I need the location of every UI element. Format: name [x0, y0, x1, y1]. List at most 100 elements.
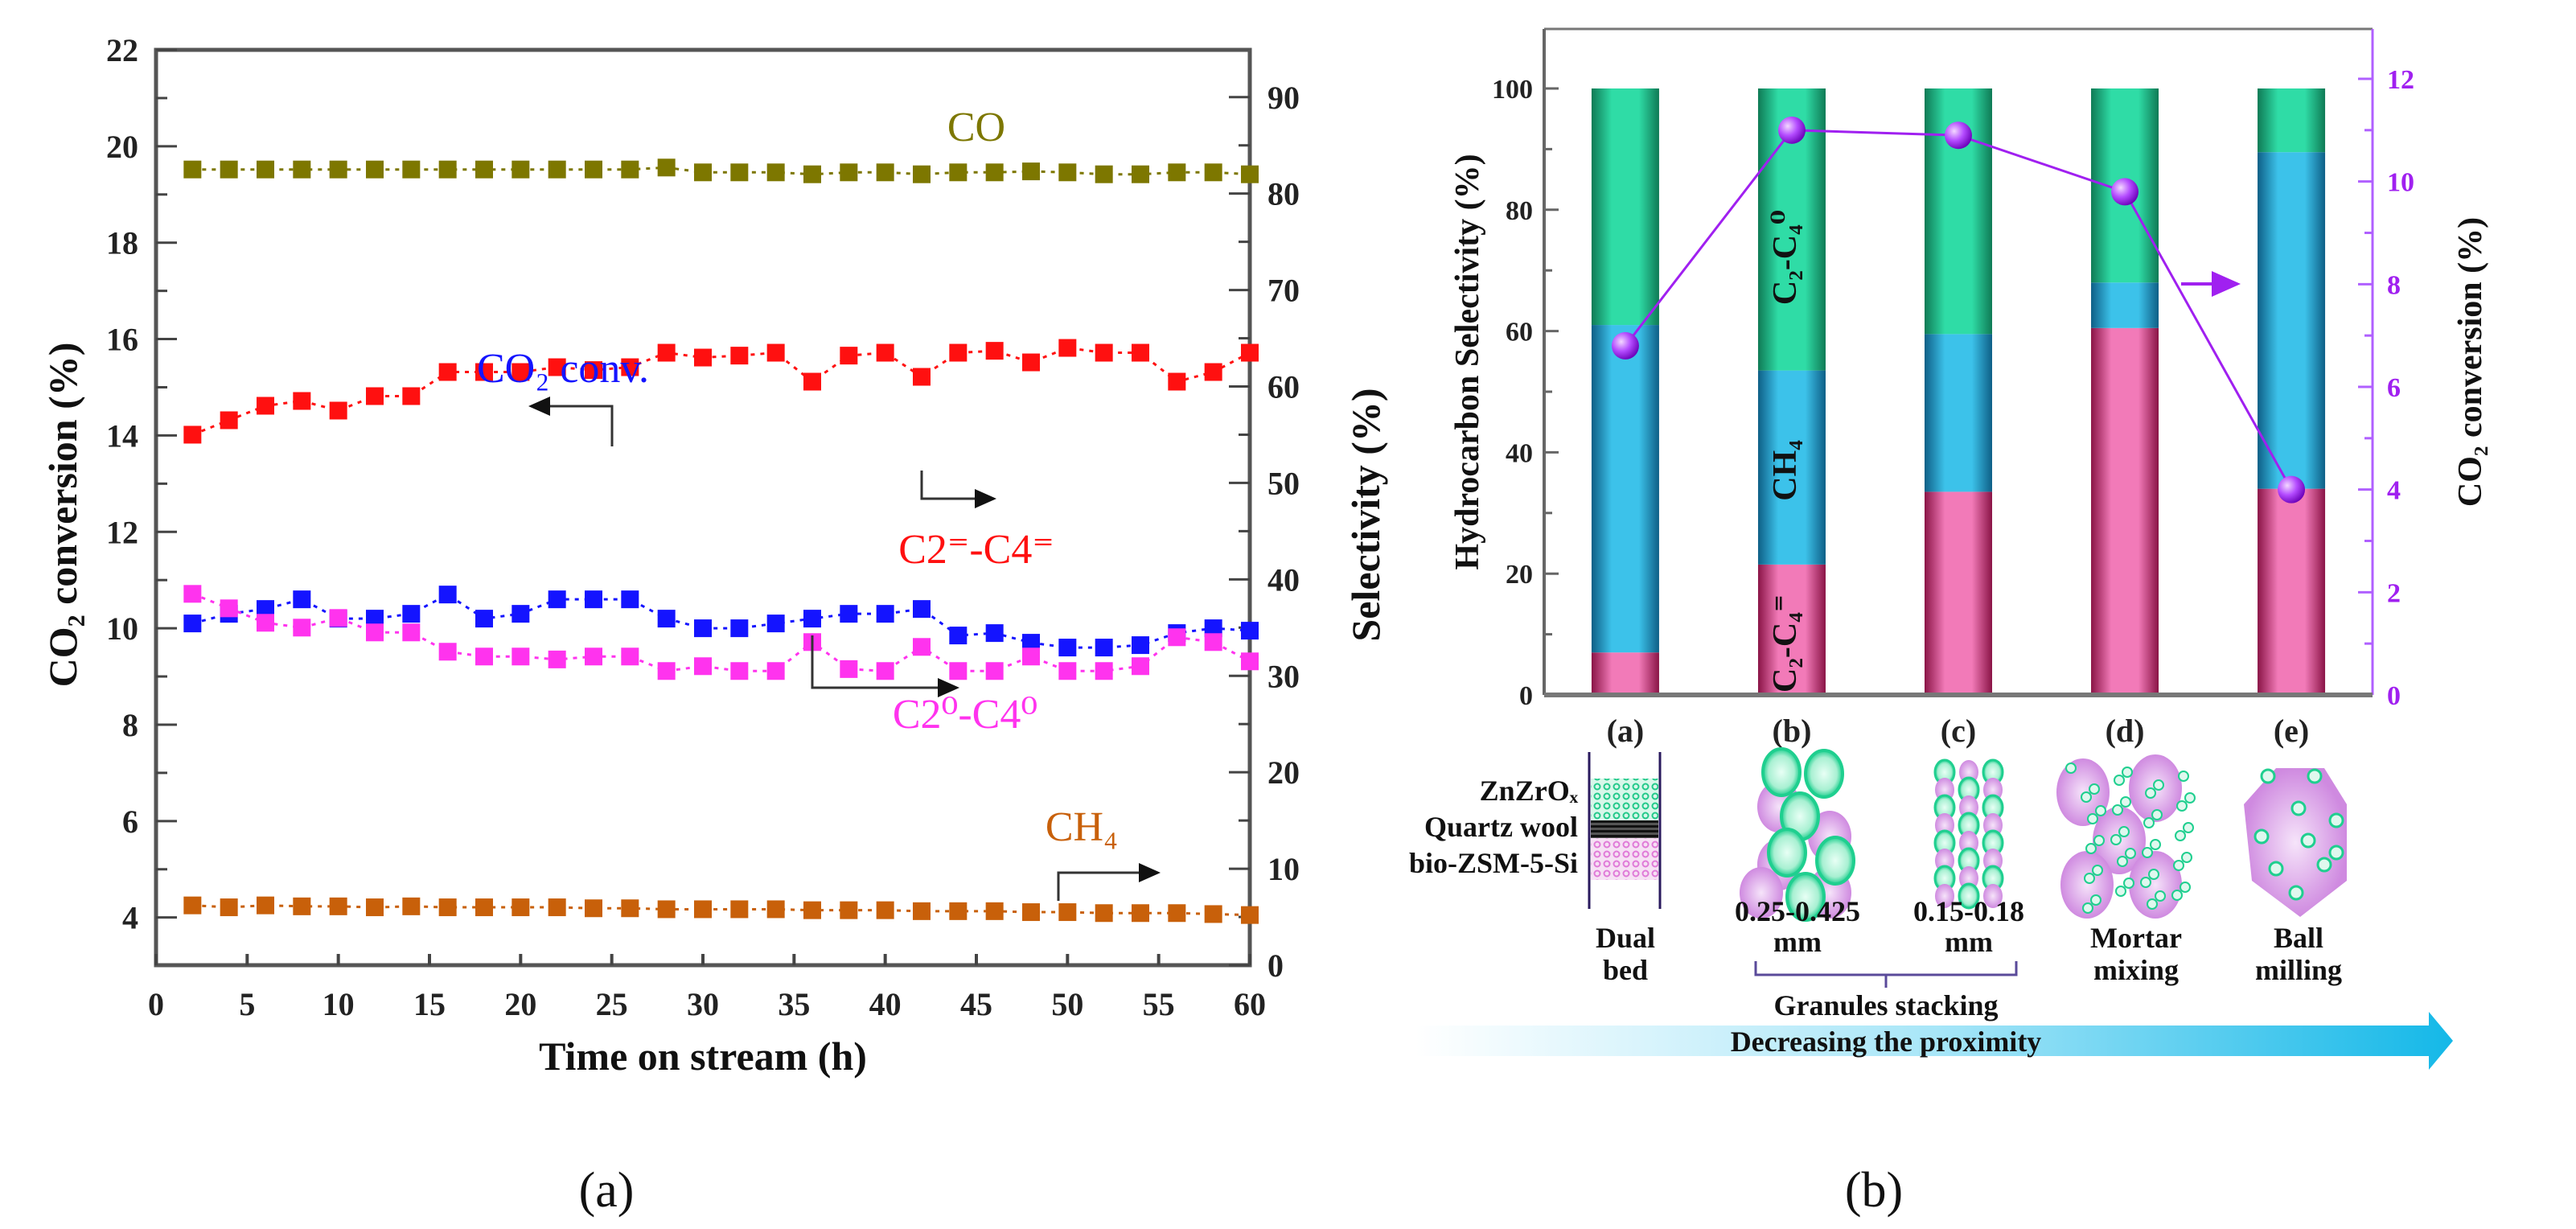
caption-a: (a)	[579, 1163, 635, 1218]
y-right-tick-label: 0	[1267, 947, 1284, 984]
bar-label-ch4: CH₄	[1767, 440, 1804, 501]
znzrox-particle	[2093, 835, 2105, 846]
data-point-paraffin	[657, 662, 676, 680]
olefin-axis-arrow	[920, 471, 996, 508]
znzrox-particle	[2328, 812, 2344, 828]
znzrox-particle	[2118, 826, 2130, 837]
data-point-co2	[1204, 619, 1222, 638]
zsm-particle	[1983, 884, 2003, 908]
data-point-co2	[730, 619, 749, 638]
znzrox-particle	[2148, 869, 2159, 880]
y-left-tick-label: 6	[122, 804, 138, 840]
data-point-co2	[293, 590, 311, 609]
data-point-olefin	[1168, 372, 1186, 391]
data-point-co	[730, 163, 749, 182]
y-left-tick-label: 18	[106, 225, 138, 261]
data-point-co2	[585, 590, 602, 609]
data-point-ch4	[1132, 904, 1149, 923]
data-point-paraffin	[1095, 662, 1113, 680]
data-point-co2	[1058, 639, 1077, 657]
data-point-paraffin	[1022, 647, 1040, 666]
data-point-ch4	[366, 898, 384, 917]
y-right-tick-label: 8	[2387, 270, 2401, 300]
data-point-co	[402, 160, 421, 179]
data-point-olefin	[257, 397, 274, 415]
data-point-co	[1132, 165, 1149, 183]
data-point-co	[1095, 165, 1113, 183]
znzrox-particle	[2112, 804, 2123, 816]
data-point-olefin	[840, 347, 858, 365]
x-tick-label: 5	[239, 986, 255, 1022]
znzrox-particle	[2155, 890, 2166, 902]
bar-segment-bar_olefin	[1757, 564, 1826, 695]
y-left-tick-label: 0	[1519, 681, 1533, 711]
znzrox-particle	[1958, 882, 1980, 910]
znzrox-particle	[2288, 885, 2304, 901]
znzrox-particle	[2114, 775, 2125, 786]
y-right-tick-label: 40	[1267, 561, 1300, 598]
data-point-ch4	[913, 902, 931, 920]
data-point-olefin	[1132, 343, 1149, 362]
znzrox-particle	[2151, 809, 2163, 820]
granules-stacking-label: Granules stacking	[1773, 989, 1998, 1021]
znzrox-particle	[2171, 890, 2183, 901]
znzrox-particle	[2290, 800, 2307, 816]
category-label: (b)	[1773, 713, 1812, 749]
data-point-ch4	[257, 896, 274, 915]
data-point-paraffin	[366, 623, 384, 642]
data-point-co2	[366, 610, 384, 628]
data-point-paraffin	[1168, 628, 1186, 647]
znzrox-particle	[2123, 878, 2134, 889]
y-right-tick-label: 10	[2387, 168, 2414, 198]
data-point-ch4	[438, 898, 457, 917]
ball-label-2: milling	[2255, 954, 2342, 986]
y-left-tick-label: 40	[1506, 438, 1533, 468]
data-point-ch4	[803, 901, 821, 919]
bar-segment-bar_ch4	[1757, 370, 1826, 565]
znzrox-particle	[2090, 894, 2101, 906]
y-right-tick-label: 20	[1267, 754, 1300, 791]
annotation-paraffin: C2⁰-C4⁰	[893, 692, 1037, 738]
znzrox-particle	[2150, 839, 2161, 850]
series-line-olefin	[191, 347, 1251, 436]
x-tick-label: 15	[413, 986, 446, 1022]
panel-b-marks: (a) (b) (c) (d) (e) 0 20 40 60 80 100 0 2 4 6 8 10 12	[1492, 65, 2414, 749]
category-label: (e)	[2274, 713, 2309, 749]
annotation-olefin: C2⁼-C4⁼	[898, 527, 1054, 573]
znzrox-particle	[2115, 886, 2126, 897]
data-point-olefin	[548, 358, 566, 376]
data-point-olefin	[220, 411, 238, 430]
x-tick-label: 40	[869, 986, 902, 1022]
data-point-co	[438, 160, 457, 179]
conversion-point	[1777, 116, 1806, 144]
y-left-tick-label: 22	[106, 32, 138, 68]
data-point-olefin	[438, 363, 457, 381]
znzrox-particle	[2176, 800, 2188, 812]
zsm-particle	[1740, 867, 1783, 919]
znzrox-particle	[2300, 832, 2316, 849]
bar-segment-bar_olefin	[2258, 488, 2326, 695]
co2-axis-arrow	[528, 397, 614, 446]
granules-small-icon	[1933, 758, 2004, 910]
data-point-paraffin	[730, 662, 749, 680]
data-point-co	[876, 163, 894, 182]
bar-segment-bar_ch4	[2258, 152, 2326, 489]
x-tick-label: 50	[1051, 986, 1083, 1022]
data-point-olefin	[1204, 363, 1222, 381]
data-point-paraffin	[840, 660, 858, 678]
y-left-tick-label: 4	[122, 900, 138, 936]
znzrox-particle	[2253, 828, 2270, 845]
conversion-point	[2278, 475, 2306, 504]
series-line-paraffin	[191, 592, 1251, 672]
panel-a-marks: 0 5 10 15 20 25 30 35 40 45 50 55 60 4 6 8 10 12 14 16 18 20 2…	[106, 32, 1300, 1022]
znzrox-particle	[2117, 856, 2128, 867]
data-point-co	[913, 165, 931, 183]
znzrox-particle	[2328, 845, 2344, 861]
data-point-paraffin	[1132, 657, 1149, 676]
data-point-ch4	[1241, 906, 1259, 924]
data-point-ch4	[220, 898, 238, 917]
data-point-ch4	[585, 899, 602, 918]
data-point-co2	[257, 600, 274, 619]
y-right-tick-label: 80	[1267, 176, 1300, 212]
bar-segment-bar_ch4	[1591, 325, 1659, 653]
